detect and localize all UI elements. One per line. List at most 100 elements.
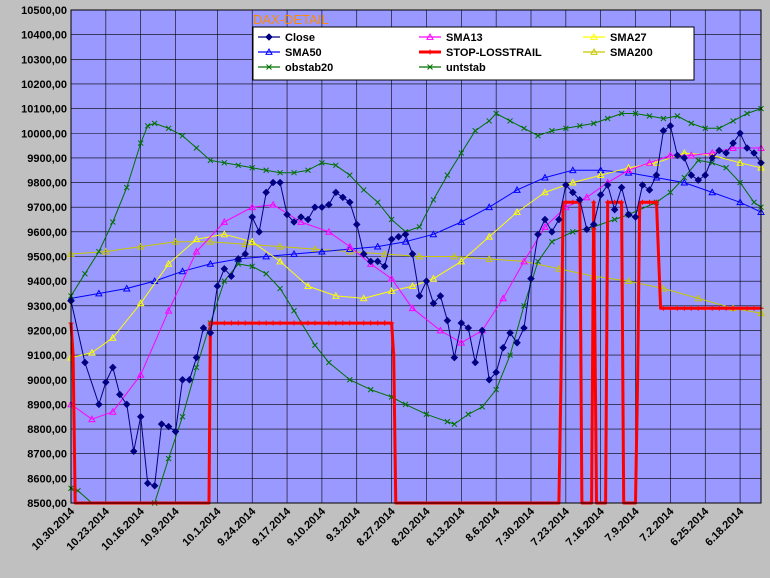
y-tick-label: 9000,00	[27, 375, 67, 387]
data-point	[548, 227, 556, 236]
data-point	[95, 400, 103, 409]
data-point	[541, 222, 549, 230]
series-line	[70, 159, 762, 504]
data-point	[171, 427, 180, 436]
data-point	[165, 455, 172, 462]
data-point	[457, 217, 466, 225]
data-point	[549, 127, 555, 134]
data-point	[298, 320, 304, 326]
data-point	[680, 154, 689, 162]
data-point	[535, 132, 541, 139]
data-point	[242, 320, 248, 326]
data-point	[101, 247, 110, 255]
series-line	[70, 169, 762, 299]
legend-item-stop-losstrail: STOP-LOSSTRAIL	[419, 47, 542, 59]
data-point	[326, 359, 332, 366]
data-point	[465, 411, 472, 418]
data-point	[687, 151, 696, 159]
legend-label: SMA13	[446, 32, 483, 44]
data-point	[402, 401, 409, 408]
data-point	[319, 320, 325, 326]
data-point	[541, 173, 549, 181]
data-point	[354, 320, 360, 326]
data-point	[346, 376, 353, 383]
data-point	[199, 324, 208, 332]
data-point	[380, 250, 389, 257]
data-point	[277, 169, 283, 176]
data-point	[129, 447, 138, 456]
data-point	[744, 305, 750, 311]
data-point	[408, 250, 417, 258]
data-point	[318, 203, 326, 212]
data-point	[458, 150, 465, 156]
data-point	[430, 196, 437, 203]
data-point	[666, 122, 675, 130]
data-point	[262, 188, 271, 197]
data-point	[485, 375, 494, 384]
data-point	[527, 274, 535, 283]
data-point	[708, 154, 717, 162]
data-point	[389, 320, 395, 326]
series-line	[70, 108, 762, 297]
data-point	[645, 158, 654, 166]
data-point	[652, 171, 661, 180]
data-point	[193, 145, 200, 151]
data-point	[457, 338, 466, 346]
data-point	[388, 216, 395, 223]
data-point	[493, 386, 500, 393]
data-point	[220, 230, 229, 238]
data-point	[660, 305, 666, 311]
data-point	[122, 400, 131, 409]
data-point	[137, 140, 144, 146]
data-point	[479, 404, 486, 410]
data-point	[345, 198, 354, 207]
data-point	[305, 320, 311, 326]
data-point	[235, 162, 242, 169]
data-point	[640, 199, 646, 205]
data-point	[332, 162, 339, 169]
data-point	[206, 237, 215, 245]
data-point	[541, 188, 549, 196]
data-point	[645, 186, 654, 194]
data-point	[143, 479, 152, 488]
data-point	[429, 230, 438, 238]
data-point	[450, 252, 459, 260]
data-point	[486, 118, 493, 124]
data-point	[695, 157, 702, 164]
data-point	[331, 291, 340, 299]
data-point	[582, 193, 591, 201]
plot-border	[70, 9, 762, 504]
data-point	[331, 188, 340, 197]
data-point	[674, 305, 680, 311]
data-point	[368, 320, 374, 326]
y-tick-label: 9400,00	[27, 276, 67, 288]
chart-title: DAX-DETAIL	[253, 12, 329, 27]
series-untstab	[68, 105, 764, 299]
y-tick-label: 9800,00	[27, 178, 67, 190]
legend-item-sma13: SMA13	[419, 32, 483, 44]
data-point	[507, 118, 513, 124]
data-point	[513, 338, 521, 347]
data-point	[304, 215, 312, 224]
data-point	[312, 342, 318, 349]
data-point	[387, 274, 396, 282]
data-point	[674, 113, 681, 119]
y-tick-label: 8700,00	[27, 449, 67, 461]
y-tick-label: 9300,00	[27, 301, 67, 313]
data-point	[227, 272, 236, 281]
data-point	[157, 420, 166, 428]
data-point	[590, 47, 598, 55]
data-point	[234, 255, 243, 263]
data-point	[277, 285, 283, 292]
data-point	[751, 199, 757, 206]
data-point	[694, 176, 703, 184]
data-point	[283, 210, 291, 219]
legend-item-obstab20: obstab20	[258, 62, 333, 74]
data-point	[346, 172, 353, 179]
y-tick-label: 8500,00	[27, 498, 67, 510]
data-point	[290, 218, 298, 226]
y-tick-label: 10100,00	[21, 104, 67, 116]
data-point	[591, 199, 597, 205]
gridlines	[70, 9, 761, 504]
data-point	[632, 110, 639, 117]
